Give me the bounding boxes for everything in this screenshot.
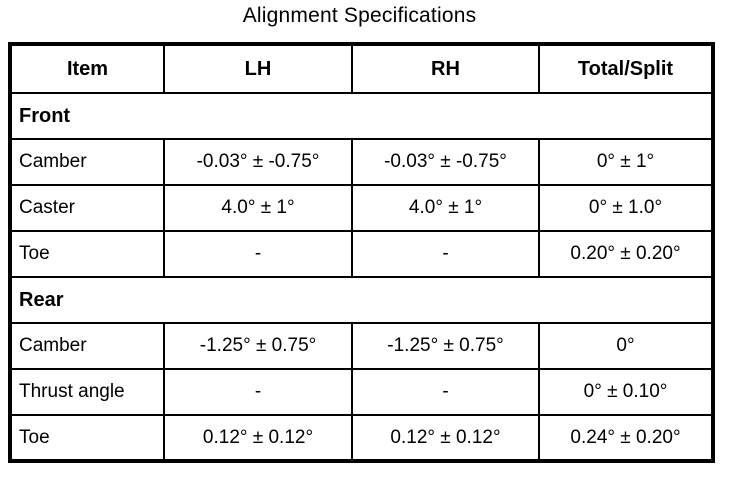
item-cell: Caster bbox=[9, 184, 165, 232]
total-cell: 0.20° ± 0.20° bbox=[538, 230, 714, 278]
table-row-rear-camber: Camber -1.25° ± 0.75° -1.25° ± 0.75° 0° bbox=[9, 322, 714, 370]
total-cell: 0° bbox=[538, 322, 714, 370]
section-row-front: Front bbox=[9, 92, 714, 140]
rh-cell: - bbox=[351, 230, 540, 278]
rh-cell: -0.03° ± -0.75° bbox=[351, 138, 540, 186]
column-header-rh: RH bbox=[351, 43, 540, 94]
table-row-rear-thrust-angle: Thrust angle - - 0° ± 0.10° bbox=[9, 368, 714, 416]
item-cell: Camber bbox=[9, 322, 165, 370]
rh-cell: - bbox=[351, 368, 540, 416]
table-row-front-camber: Camber -0.03° ± -0.75° -0.03° ± -0.75° 0… bbox=[9, 138, 714, 186]
lh-cell: - bbox=[163, 230, 353, 278]
rh-cell: 0.12° ± 0.12° bbox=[351, 414, 540, 462]
column-header-lh: LH bbox=[163, 43, 353, 94]
page-title: Alignment Specifications bbox=[242, 4, 477, 27]
lh-cell: - bbox=[163, 368, 353, 416]
lh-cell: -1.25° ± 0.75° bbox=[163, 322, 353, 370]
section-label-front: Front bbox=[9, 92, 714, 140]
header-row: Item LH RH Total/Split bbox=[9, 43, 714, 94]
total-cell: 0° ± 0.10° bbox=[538, 368, 714, 416]
column-header-total-split: Total/Split bbox=[538, 43, 714, 94]
lh-cell: 0.12° ± 0.12° bbox=[163, 414, 353, 462]
rh-cell: 4.0° ± 1° bbox=[351, 184, 540, 232]
alignment-specifications-table: Item LH RH Total/Split Front Camber -0.0… bbox=[8, 42, 715, 463]
lh-cell: -0.03° ± -0.75° bbox=[163, 138, 353, 186]
table-row-front-caster: Caster 4.0° ± 1° 4.0° ± 1° 0° ± 1.0° bbox=[9, 184, 714, 232]
section-label-rear: Rear bbox=[9, 276, 714, 324]
table-row-rear-toe: Toe 0.12° ± 0.12° 0.12° ± 0.12° 0.24° ± … bbox=[9, 414, 714, 462]
item-cell: Toe bbox=[9, 414, 165, 462]
rh-cell: -1.25° ± 0.75° bbox=[351, 322, 540, 370]
table-row-front-toe: Toe - - 0.20° ± 0.20° bbox=[9, 230, 714, 278]
item-cell: Camber bbox=[9, 138, 165, 186]
item-cell: Thrust angle bbox=[9, 368, 165, 416]
lh-cell: 4.0° ± 1° bbox=[163, 184, 353, 232]
total-cell: 0° ± 1.0° bbox=[538, 184, 714, 232]
item-cell: Toe bbox=[9, 230, 165, 278]
column-header-item: Item bbox=[9, 43, 165, 94]
total-cell: 0.24° ± 0.20° bbox=[538, 414, 714, 462]
section-row-rear: Rear bbox=[9, 276, 714, 324]
total-cell: 0° ± 1° bbox=[538, 138, 714, 186]
